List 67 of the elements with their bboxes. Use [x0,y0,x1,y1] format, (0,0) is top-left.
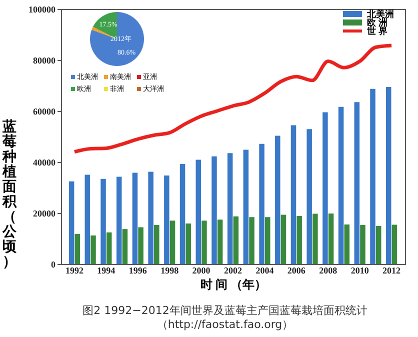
x-tick-label: 1996 [128,266,148,276]
bar [186,223,191,264]
x-tick-label: 2000 [192,266,211,276]
bar [100,178,106,264]
x-tick-label: 1992 [65,266,84,276]
x-tick-label: 2010 [350,266,370,276]
bar [344,224,350,264]
bar [275,136,280,264]
y-tick-label: 100000 [28,4,56,14]
bar [360,224,366,264]
bar [249,217,254,264]
bar [154,224,160,264]
bar [212,156,217,264]
y-tick-label: 0 [51,260,56,270]
x-tick-label: 2002 [224,266,242,276]
caption: 图2 1992−2012年间世界及蓝莓主产国蓝莓栽培面积统计 [82,304,368,317]
bar [338,106,344,264]
x-tick-label: 2012 [382,266,402,276]
bar [170,220,176,264]
line-series [72,44,394,154]
bar [68,181,74,264]
bar [164,176,170,264]
bar [306,129,312,264]
bar [296,216,302,264]
bar [132,172,138,264]
bar [106,232,112,264]
y-tick-label: 40000 [33,158,56,168]
bar [233,216,239,264]
x-tick-label: 1998 [160,266,180,276]
bar [116,176,122,264]
bar [243,150,249,264]
y-tick-label: 80000 [33,56,56,66]
bar [196,160,202,264]
bar [322,112,328,264]
bar [138,227,144,264]
bar [290,125,296,264]
legend-label: 北美洲 [366,9,394,19]
x-tick-label: 2004 [256,266,274,276]
bar [90,235,96,264]
x-tick-label: 2008 [319,266,338,276]
bar [354,102,360,264]
bar [74,234,80,264]
x-tick-label: 2006 [287,266,306,276]
bar [280,214,286,264]
bar [202,220,207,264]
legend-label: 欧 洲 [367,18,388,28]
y-tick-label: 60000 [33,106,56,116]
bar [264,217,270,264]
text: （http://faostat.fao.org） [156,318,294,331]
bar [386,87,392,264]
bar [376,226,382,264]
bar [227,153,233,264]
bar [122,229,128,264]
bar [392,224,398,264]
bar [312,214,318,264]
legend-label: 世 界 [366,26,388,36]
bar [328,214,334,264]
bar [180,164,186,264]
bar [259,144,264,264]
text: 蓝莓种植面积（公顷） [2,120,16,270]
bar [84,174,90,264]
bar [370,88,376,264]
x-tick-label: 1994 [97,266,116,276]
x-axis-title: 时 间 （年） [200,278,266,292]
bar [217,220,223,264]
bar [148,172,154,264]
y-tick-label: 20000 [33,208,56,218]
